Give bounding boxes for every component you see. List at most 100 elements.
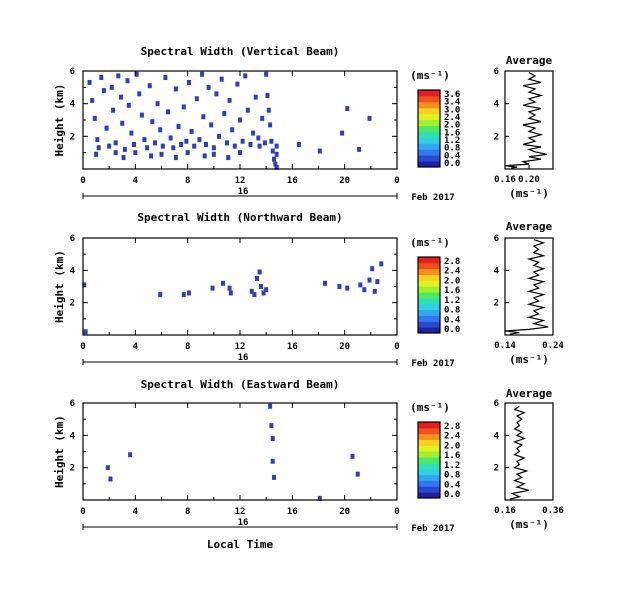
data-cell — [214, 91, 219, 97]
data-cell — [173, 155, 178, 161]
data-cell — [159, 151, 164, 157]
colorbar-segment — [418, 468, 440, 476]
x-axis-label: Local Time — [207, 538, 274, 551]
data-cell — [142, 137, 147, 143]
y-axis-label: Height (km) — [53, 415, 66, 488]
colorbar-tick-label: 2.8 — [444, 422, 460, 432]
colorbar-segment — [418, 474, 440, 481]
data-cell — [269, 423, 274, 429]
colorbar-tick-label: 2.0 — [444, 121, 460, 131]
avg-x-tick-label: 0.24 — [542, 341, 564, 351]
avg-y-tick-label: 6 — [494, 399, 499, 409]
colorbar-segment — [418, 445, 440, 452]
data-cell — [238, 117, 242, 123]
x-tick-label: 16 — [287, 507, 298, 517]
colorbar-segment — [418, 107, 440, 115]
data-cell — [358, 282, 363, 288]
colorbar-segment — [418, 427, 440, 435]
data-cell — [222, 110, 227, 116]
data-cell — [379, 261, 384, 267]
data-cell — [227, 97, 232, 103]
colorbar-tick-label: 1.6 — [444, 286, 460, 296]
data-cell — [185, 150, 190, 156]
x-tick-label: 20 — [339, 507, 350, 517]
data-cell — [261, 290, 266, 296]
x-tick-label: 12 — [235, 507, 246, 517]
colorbar-segment — [418, 422, 440, 429]
data-cell — [122, 146, 127, 152]
colorbar-tick-label: 1.6 — [444, 451, 460, 461]
data-cell — [125, 78, 130, 84]
colorbar-tick-label: 0.8 — [444, 306, 460, 316]
data-cell — [95, 137, 100, 143]
avg-x-axis-label: (ms⁻¹) — [509, 353, 549, 366]
data-cell — [235, 81, 240, 87]
data-cell — [232, 143, 237, 149]
data-cell — [296, 142, 301, 147]
data-cell — [160, 143, 165, 149]
average-title: Average — [506, 220, 553, 233]
average-title: Average — [506, 387, 553, 400]
y-axis-label: Height (km) — [53, 250, 66, 323]
data-cell — [274, 164, 279, 170]
data-cell — [357, 146, 362, 152]
data-cell — [99, 75, 104, 81]
colorbar-segment — [418, 119, 440, 127]
avg-x-tick-label: 0.16 — [494, 175, 516, 185]
data-cell — [269, 138, 274, 144]
data-cell — [137, 91, 142, 97]
x-tick-label: 12 — [235, 176, 246, 186]
x-tick-label: 0 — [80, 342, 85, 352]
colorbar-segment — [418, 439, 440, 446]
data-cell — [272, 474, 277, 480]
data-cell — [94, 151, 99, 157]
x-tick-label: 4 — [133, 342, 139, 352]
data-cell — [272, 156, 277, 162]
data-cell — [132, 142, 137, 147]
y-tick-label: 2 — [70, 299, 75, 309]
data-cell — [345, 106, 350, 112]
avg-y-tick-label: 6 — [494, 67, 499, 77]
avg-x-tick-label: 0.14 — [494, 341, 516, 351]
avg-y-tick-label: 4 — [494, 100, 500, 110]
x-tick-label: 0 — [80, 507, 85, 517]
data-cell — [173, 86, 178, 92]
date-label: Feb 2017 — [411, 359, 454, 369]
colorbar-tick-label: 0.0 — [444, 490, 460, 500]
data-cell — [370, 266, 375, 272]
avg-x-tick-label: 0.20 — [518, 175, 540, 185]
y-tick-label: 4 — [70, 431, 76, 441]
x-tick-label: 8 — [185, 176, 190, 186]
colorbar-segment — [418, 143, 440, 150]
data-cell — [171, 145, 176, 151]
colorbar-segment — [418, 321, 440, 328]
data-cell — [270, 148, 275, 154]
data-cell — [367, 115, 372, 121]
average-profile-line — [504, 72, 548, 169]
data-cell — [253, 94, 258, 100]
colorbar-tick-label: 0.4 — [444, 315, 461, 325]
colorbar-segment — [418, 451, 440, 458]
data-cell — [317, 148, 322, 154]
data-cell — [101, 88, 106, 94]
data-cell — [150, 119, 155, 125]
data-cell — [249, 288, 254, 294]
colorbar-frame — [417, 89, 441, 168]
data-cell — [82, 282, 87, 288]
y-tick-label: 4 — [70, 266, 76, 276]
y-tick-label: 2 — [70, 132, 75, 142]
data-cell — [257, 269, 262, 275]
panel-title: Spectral Width (Eastward Beam) — [141, 378, 340, 391]
colorbar-segment — [418, 492, 440, 499]
data-cell — [145, 145, 150, 151]
colorbar-frame — [417, 421, 441, 499]
data-cell — [273, 161, 278, 167]
data-cell — [111, 107, 116, 113]
y-tick-label: 4 — [70, 100, 76, 110]
colorbar-segment — [418, 286, 440, 293]
x-tick-label: 0 — [394, 342, 399, 352]
data-cell — [264, 287, 269, 293]
data-cell — [92, 115, 97, 121]
data-cell — [129, 130, 134, 136]
data-cell — [181, 292, 186, 298]
